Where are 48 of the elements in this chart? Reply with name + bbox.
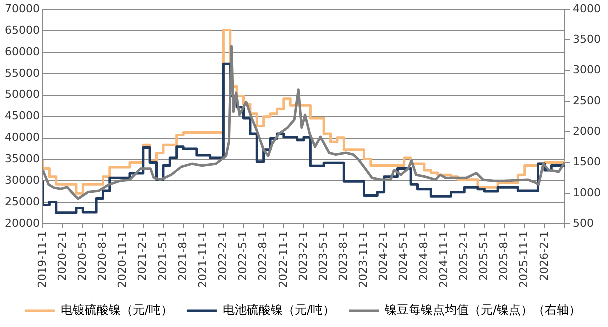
y2-tick-label: 4000 (573, 2, 602, 16)
x-tick-label: 2026-2-1 (538, 231, 551, 282)
y2-tick-label: 2000 (573, 125, 602, 138)
x-tick-label: 2021-8-1 (176, 231, 190, 282)
x-tick-label: 2021-5-1 (156, 231, 170, 282)
x-tick-label: 2022-8-1 (256, 231, 270, 282)
y2-tick-label: 1000 (573, 186, 602, 200)
x-tick-label: 2021-11-1 (196, 231, 210, 288)
x-tick-label: 2020-11-1 (116, 231, 130, 288)
y2-tick-label: 3000 (573, 64, 602, 77)
x-tick-label: 2025-5-1 (478, 231, 491, 282)
y-tick-label: 65000 (4, 24, 40, 37)
x-tick-label: 2024-8-1 (417, 231, 430, 282)
x-tick-label: 2022-2-1 (216, 231, 230, 282)
x-tick-label: 2025-8-1 (498, 231, 511, 282)
x-tick-label: 2023-11-1 (357, 231, 370, 288)
x-tick-label: 2022-11-1 (276, 231, 290, 288)
y-tick-label: 25000 (4, 195, 40, 208)
x-tick-label: 2021-2-1 (136, 231, 150, 282)
y2-tick-label: 500 (573, 216, 594, 230)
legend-label: 电池硫酸镍（元/吨） (222, 303, 336, 318)
x-tick-label: 2023-5-1 (316, 231, 330, 282)
x-tick-label: 2022-5-1 (236, 231, 250, 282)
x-tick-label: 2024-5-1 (397, 231, 410, 282)
x-tick-label: 2020-5-1 (76, 231, 90, 282)
y-tick-label: 40000 (4, 131, 40, 144)
x-tick-label: 2019-11-1 (36, 231, 49, 288)
x-tick-label: 2025-2-1 (457, 231, 470, 282)
legend-label: 镍豆每镍点均值（元/镍点）（右轴） (384, 303, 582, 318)
y-tick-label: 55000 (4, 66, 40, 80)
y-tick-label: 70000 (4, 2, 40, 16)
y2-tick-label: 2500 (573, 94, 602, 108)
y2-tick-label: 1500 (573, 156, 602, 169)
x-tick-label: 2020-2-1 (56, 231, 69, 282)
y-tick-label: 30000 (4, 174, 40, 188)
y-tick-label: 45000 (4, 110, 40, 123)
x-tick-label: 2023-2-1 (296, 231, 310, 282)
x-tick-label: 2024-11-1 (437, 231, 450, 288)
x-tick-label: 2023-8-1 (337, 231, 350, 282)
x-tick-label: 2025-11-1 (518, 231, 531, 288)
x-tick-label: 2020-8-1 (96, 231, 110, 282)
x-tick-label: 2024-2-1 (377, 231, 390, 282)
y2-tick-label: 3500 (573, 33, 602, 46)
y-tick-label: 20000 (4, 216, 40, 230)
y-tick-label: 50000 (4, 88, 40, 102)
y-tick-label: 60000 (4, 45, 40, 58)
legend-label: 电镀硫酸镍（元/吨） (60, 303, 173, 318)
y-tick-label: 35000 (4, 152, 40, 166)
